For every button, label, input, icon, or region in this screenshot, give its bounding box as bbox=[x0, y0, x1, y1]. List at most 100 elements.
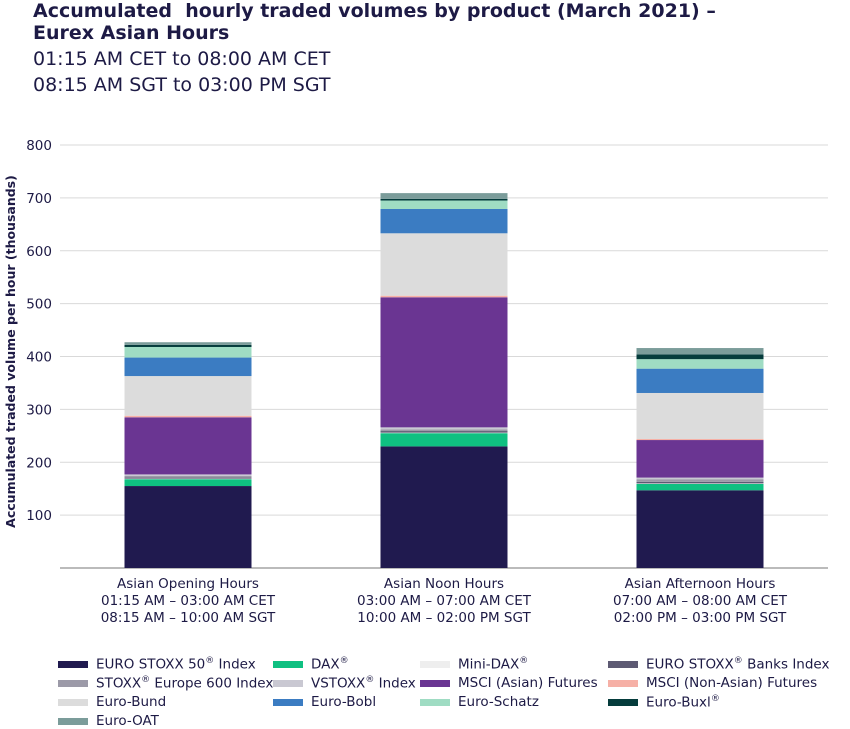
legend-label: Euro-Schatz bbox=[458, 694, 539, 710]
legend-label: STOXX® Europe 600 Index bbox=[96, 675, 274, 692]
bar-segment-euro-stoxx-banks-index bbox=[124, 477, 252, 479]
bar-segment-euro-schatz bbox=[124, 346, 252, 358]
bar-segment-euro-bund bbox=[380, 233, 508, 296]
subtitle-line-2: 08:15 AM SGT to 03:00 PM SGT bbox=[33, 74, 331, 96]
legend-item: Euro-Bobl bbox=[273, 694, 376, 710]
legend-item: Euro-Schatz bbox=[420, 694, 539, 710]
x-category-label: Asian Noon Hours bbox=[384, 576, 504, 592]
y-tick-label: 500 bbox=[26, 297, 52, 313]
legend-swatch bbox=[608, 698, 638, 706]
y-axis-label: Accumulated traded volume per hour (thou… bbox=[3, 175, 18, 528]
legend-swatch bbox=[273, 679, 303, 687]
legend-swatch bbox=[420, 679, 450, 687]
bar-segment-euro-bobl bbox=[636, 368, 764, 393]
legend-item: Euro-Bund bbox=[58, 694, 166, 710]
x-category-label: 08:15 AM – 10:00 AM SGT bbox=[101, 610, 276, 626]
title-line-1: Accumulated hourly traded volumes by pro… bbox=[33, 0, 716, 22]
stacked-bar-chart: 100 200 300 400 500 600 700 800 Accumulated trad… bbox=[3, 138, 828, 626]
legend-label: Mini-DAX® bbox=[458, 656, 529, 673]
legend-item: MSCI (Non-Asian) Futures bbox=[608, 675, 817, 691]
bar-segment-msci-asian-futures bbox=[124, 417, 252, 475]
legend-item: VSTOXX® Index bbox=[273, 675, 416, 692]
y-tick-label: 100 bbox=[26, 508, 52, 524]
bar-segment-msci-non-asian-futures bbox=[124, 415, 252, 418]
legend-label: Euro-Bobl bbox=[311, 694, 377, 710]
y-tick-label: 700 bbox=[26, 191, 52, 207]
bar-segment-vstoxx-index bbox=[380, 427, 508, 430]
bar-segment-euro-buxl bbox=[124, 344, 252, 347]
x-category-label: Asian Opening Hours bbox=[117, 576, 259, 592]
x-category-label: 07:00 AM – 08:00 AM CET bbox=[613, 593, 788, 609]
legend-swatch bbox=[58, 679, 88, 687]
legend-label: VSTOXX® Index bbox=[311, 675, 416, 692]
x-category-label: 10:00 AM – 02:00 PM SGT bbox=[357, 610, 531, 626]
bar-segment-euro-schatz bbox=[380, 200, 508, 209]
legend-swatch bbox=[608, 679, 638, 687]
bar-segment-euro-stoxx-banks-index bbox=[380, 431, 508, 433]
y-tick-label: 300 bbox=[26, 402, 52, 418]
legend-item: Euro-OAT bbox=[58, 713, 159, 729]
bar-segment-euro-stoxx-50-index bbox=[124, 486, 252, 568]
legend-label: DAX® bbox=[311, 656, 349, 673]
title-line-2: Eurex Asian Hours bbox=[33, 22, 230, 44]
chart-title: Accumulated hourly traded volumes by pro… bbox=[33, 0, 716, 44]
legend-item: Euro-Buxl® bbox=[608, 694, 720, 711]
bar-segment-euro-stoxx-banks-index bbox=[636, 481, 764, 484]
legend-swatch bbox=[608, 660, 638, 668]
bar-segment-stoxx-europe-600-index bbox=[380, 429, 508, 432]
subtitle-line-1: 01:15 AM CET to 08:00 AM CET bbox=[33, 48, 331, 70]
bar-segment-euro-buxl bbox=[636, 354, 764, 360]
bar-segment-vstoxx-index bbox=[636, 477, 764, 480]
legend-label: EURO STOXX® Banks Index bbox=[646, 656, 830, 673]
bar-segment-euro-schatz bbox=[636, 359, 764, 369]
legend-swatch bbox=[58, 717, 88, 725]
legend-swatch bbox=[273, 698, 303, 706]
legend-item: EURO STOXX 50® Index bbox=[58, 656, 256, 673]
legend-item: DAX® bbox=[273, 656, 349, 673]
y-tick-label: 200 bbox=[26, 455, 52, 471]
x-category-label: Asian Afternoon Hours bbox=[625, 576, 776, 592]
bar-segment-msci-asian-futures bbox=[380, 297, 508, 428]
bar-segment-euro-bobl bbox=[124, 357, 252, 377]
bar-segment-euro-bund bbox=[124, 376, 252, 416]
legend-label: Euro-OAT bbox=[96, 713, 159, 729]
legend-swatch bbox=[420, 698, 450, 706]
bar-segment-msci-non-asian-futures bbox=[636, 438, 764, 441]
legend-label: MSCI (Asian) Futures bbox=[458, 675, 598, 691]
x-category-label: 02:00 PM – 03:00 PM SGT bbox=[614, 610, 787, 626]
legend-item: MSCI (Asian) Futures bbox=[420, 675, 598, 691]
legend-item: EURO STOXX® Banks Index bbox=[608, 656, 830, 673]
legend-label: Euro-Bund bbox=[96, 694, 167, 710]
legend-swatch bbox=[58, 660, 88, 668]
x-category-label: 01:15 AM – 03:00 AM CET bbox=[101, 593, 276, 609]
legend-item: STOXX® Europe 600 Index bbox=[58, 675, 273, 692]
bar-segment-dax bbox=[124, 479, 252, 487]
bar-segment-dax bbox=[380, 433, 508, 447]
legend-label: Euro-Buxl® bbox=[646, 694, 720, 711]
legend-swatch bbox=[420, 660, 450, 668]
x-category-label: 03:00 AM – 07:00 AM CET bbox=[357, 593, 532, 609]
legend-swatch bbox=[273, 660, 303, 668]
bar-segment-euro-oat bbox=[124, 342, 252, 345]
bar-segment-msci-asian-futures bbox=[636, 440, 764, 478]
y-tick-label: 400 bbox=[26, 350, 52, 366]
bar-segment-euro-buxl bbox=[380, 198, 508, 201]
bar-segment-msci-non-asian-futures bbox=[380, 295, 508, 298]
bar-segment-stoxx-europe-600-index bbox=[124, 475, 252, 478]
legend-item: Mini-DAX® bbox=[420, 656, 528, 673]
bar-segment-euro-stoxx-50-index bbox=[380, 446, 508, 568]
legend-swatch bbox=[58, 698, 88, 706]
bar-segment-euro-stoxx-50-index bbox=[636, 490, 764, 568]
bar-segment-mini-dax bbox=[380, 432, 508, 434]
bar-segment-mini-dax bbox=[636, 483, 764, 484]
bar-segment-euro-oat bbox=[636, 348, 764, 355]
y-tick-label: 600 bbox=[26, 244, 52, 260]
bar-segment-dax bbox=[636, 483, 764, 491]
bar-segment-euro-bobl bbox=[380, 208, 508, 234]
bar-segment-euro-oat bbox=[380, 193, 508, 199]
bar-segment-stoxx-europe-600-index bbox=[636, 479, 764, 482]
bar-segment-mini-dax bbox=[124, 478, 252, 480]
legend-label: MSCI (Non-Asian) Futures bbox=[646, 675, 818, 691]
bar-segment-euro-bund bbox=[636, 392, 764, 439]
bar-segment-vstoxx-index bbox=[124, 474, 252, 476]
